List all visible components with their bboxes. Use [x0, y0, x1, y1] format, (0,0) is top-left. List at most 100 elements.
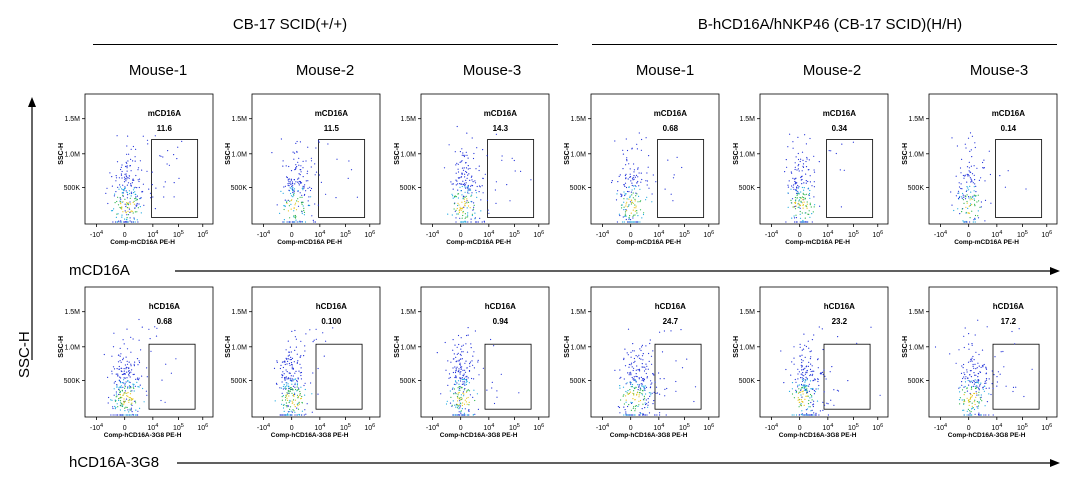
event-dot: [647, 398, 649, 400]
event-dot: [980, 414, 983, 416]
event-dot: [122, 394, 124, 396]
event-dot: [322, 332, 324, 334]
event-dot: [979, 414, 981, 416]
event-dot: [807, 169, 809, 171]
event-dot: [292, 385, 295, 387]
event-dot: [462, 392, 464, 394]
event-dot: [1012, 390, 1014, 393]
event-dot: [641, 178, 643, 181]
event-dot: [837, 390, 840, 392]
event-dot: [140, 197, 142, 199]
y-tick-label: 1.5M: [231, 309, 247, 316]
event-dot: [620, 376, 622, 378]
event-dot: [465, 376, 467, 378]
event-dot: [291, 400, 293, 402]
event-dot: [645, 137, 647, 139]
event-dot: [463, 167, 465, 169]
event-dot: [134, 191, 136, 193]
event-dot: [293, 216, 295, 218]
event-dot: [120, 377, 122, 379]
event-dot: [636, 193, 638, 195]
event-dot: [646, 184, 648, 186]
event-dot: [638, 404, 640, 406]
event-dot: [787, 192, 789, 194]
event-dot: [462, 402, 464, 404]
event-dot: [655, 392, 657, 394]
event-dot: [461, 160, 463, 162]
event-dot: [802, 401, 804, 403]
event-dot: [309, 204, 311, 207]
event-dot: [626, 159, 628, 161]
event-dot: [673, 174, 675, 176]
event-dot: [632, 176, 634, 179]
event-dot: [177, 146, 179, 148]
event-dot: [455, 196, 457, 198]
x-tick-label: 104: [822, 423, 833, 432]
event-dot: [477, 361, 479, 363]
event-dot: [799, 346, 801, 348]
event-dot: [799, 207, 801, 209]
event-dot: [122, 339, 124, 341]
y-tick-label: 1.0M: [400, 344, 416, 351]
event-dot: [469, 167, 471, 170]
event-dot: [817, 388, 819, 390]
event-dot: [799, 343, 801, 345]
event-dot: [117, 196, 119, 198]
x-tick-label: 105: [509, 423, 520, 432]
event-dot: [456, 207, 458, 210]
event-dot: [116, 403, 118, 405]
event-dot: [281, 396, 283, 398]
event-dot: [474, 180, 476, 182]
event-dot: [672, 200, 674, 202]
x-tick-label: 106: [533, 423, 544, 432]
event-dot: [823, 404, 826, 406]
event-dot: [456, 414, 458, 416]
event-dot: [802, 372, 804, 374]
event-dot: [115, 180, 117, 182]
y-tick-label: 1.5M: [908, 116, 924, 123]
event-dot: [633, 214, 635, 216]
event-dot: [476, 393, 478, 395]
event-dot: [804, 194, 806, 196]
event-dot: [454, 376, 456, 379]
gate-label: mCD16A: [992, 109, 1026, 118]
event-dot: [108, 396, 110, 399]
event-dot: [634, 360, 636, 362]
x-tick-label: 0: [629, 232, 633, 239]
event-dot: [124, 384, 126, 386]
event-dot: [162, 156, 164, 158]
event-dot: [1014, 343, 1016, 345]
event-dot: [999, 373, 1001, 375]
plot-x-label: Comp-hCD16A-3G8 PE-H: [271, 432, 349, 439]
event-dot: [812, 373, 814, 375]
event-dot: [463, 206, 465, 208]
event-dot: [454, 404, 456, 406]
event-dot: [628, 186, 630, 188]
event-dot: [288, 392, 290, 394]
event-dot: [460, 209, 462, 211]
event-dot: [471, 192, 473, 194]
event-dot: [790, 374, 792, 376]
gate-box: [826, 139, 874, 218]
y-tick-label: 500K: [739, 378, 756, 385]
event-dot: [119, 391, 121, 394]
event-dot: [127, 221, 129, 223]
event-dot: [128, 190, 130, 192]
event-dot: [802, 414, 804, 416]
event-dot: [482, 367, 484, 369]
event-dot: [134, 400, 136, 402]
event-dot: [802, 198, 804, 201]
event-dot: [639, 188, 641, 190]
event-dot: [291, 185, 293, 187]
event-dot: [637, 369, 639, 371]
event-dot: [134, 207, 136, 209]
event-dot: [971, 407, 974, 409]
event-dot: [811, 213, 813, 215]
event-dot: [129, 408, 131, 410]
event-dot: [125, 406, 127, 408]
event-dot: [963, 335, 965, 337]
event-dot: [295, 142, 297, 144]
event-dot: [298, 370, 300, 372]
event-dot: [797, 193, 799, 195]
event-dot: [686, 358, 688, 360]
